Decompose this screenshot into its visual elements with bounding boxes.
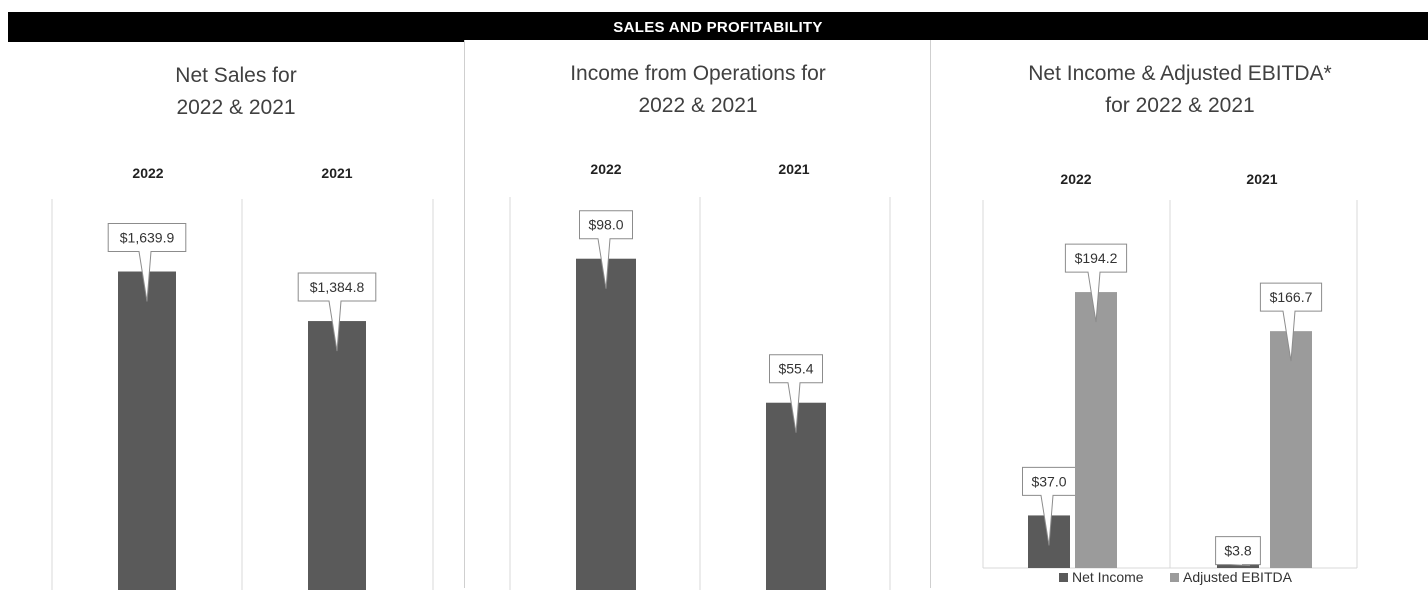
chart-title-line-1: Net Income & Adjusted EBITDA* [1028,62,1332,85]
chart-title: Net Income & Adjusted EBITDA* for 2022 &… [931,58,1428,122]
data-label-callout [1215,536,1261,567]
net-sales-chart: Net Sales for 2022 & 2021 2022 2021 $1,639… [8,42,464,590]
data-label: $166.7 [1270,289,1313,305]
category-label: 2021 [778,161,809,177]
data-label-callout [107,223,187,302]
category-label: 2022 [1060,171,1091,187]
category-label: 2022 [132,165,163,181]
category-label: 2021 [321,165,352,181]
data-label: $1,639.9 [120,230,175,246]
chart-title-line-2: for 2022 & 2021 [1105,94,1255,117]
data-label: $98.0 [588,217,623,233]
data-label: $3.8 [1224,543,1251,559]
legend-label: Adjusted EBITDA [1183,569,1293,585]
net-income-adjusted-ebitda-plot: 2022 2021 $37.0 $3.8 $194.2 $166.7 Net Income A… [982,171,1358,585]
data-label: $1,384.8 [310,279,365,295]
bar [576,258,636,590]
data-label-callout [1064,243,1128,323]
income-from-operations-chart: Income from Operations for 2022 & 2021 2… [464,40,931,590]
data-label: $194.2 [1075,250,1118,266]
bar [118,271,176,590]
data-label-callout [297,272,377,352]
net-income-adjusted-ebitda-chart: Net Income & Adjusted EBITDA* for 2022 &… [930,40,1428,588]
chart-banner: SALES AND PROFITABILITY [8,12,1428,42]
income-from-operations-plot: 2022 2021 $98.0 $55.4 [509,161,891,590]
chart-title-line-2: 2022 & 2021 [176,96,296,119]
adjusted-ebitda-bar [1270,331,1312,568]
legend-swatch [1059,573,1068,582]
data-label: $37.0 [1031,473,1066,489]
chart-title: Net Sales for 2022 & 2021 [8,60,464,124]
chart-title: Income from Operations for 2022 & 2021 [465,58,931,122]
adjusted-ebitda-bar [1075,292,1117,568]
chart-title-line-1: Net Sales for [175,64,297,87]
legend-swatch [1170,573,1179,582]
legend-label: Net Income [1072,569,1144,585]
data-label-callout [769,354,823,433]
data-label-callout [579,210,633,289]
bar [766,402,826,590]
bar [308,321,366,590]
category-label: 2022 [590,161,621,177]
data-label: $55.4 [778,361,813,377]
chart-title-line-1: Income from Operations for [570,62,826,85]
data-label-callout [1259,282,1323,362]
category-label: 2021 [1246,171,1277,187]
net-sales-plot: 2022 2021 $1,639.9 $1,384.8 [51,165,434,590]
chart-title-line-2: 2022 & 2021 [638,94,758,117]
